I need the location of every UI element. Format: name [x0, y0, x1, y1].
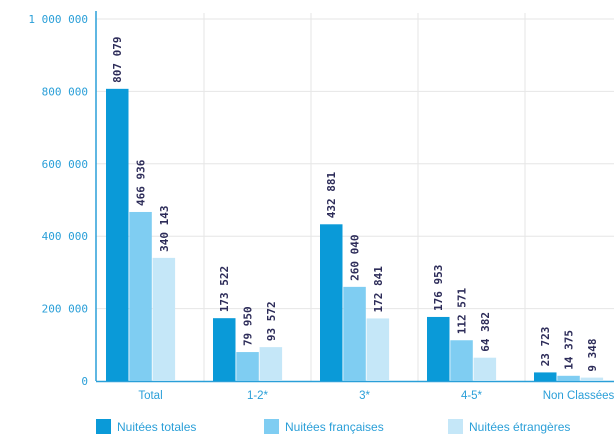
bar [534, 372, 557, 381]
category-labels: Total 1-2* 3* 4-5* Non Classées [138, 390, 614, 402]
y-axis-ticks: 0 200 000 400 000 600 000 800 000 1 000 000 [28, 13, 88, 388]
value-label: 432 881 [325, 172, 338, 219]
value-label: 112 571 [456, 288, 469, 335]
bar [427, 316, 450, 381]
y-tick-label: 1 000 000 [28, 13, 88, 26]
bar [473, 357, 497, 381]
value-label: 79 950 [242, 306, 255, 346]
value-label: 9 348 [586, 338, 599, 371]
value-label: 93 572 [265, 301, 278, 341]
legend-label: Nuitées étrangères [469, 420, 570, 434]
bar [450, 340, 473, 381]
legend-label: Nuitées totales [117, 420, 196, 434]
value-label: 173 522 [218, 266, 231, 312]
bar [320, 224, 343, 381]
value-label: 172 841 [372, 266, 385, 313]
value-label: 340 143 [158, 206, 171, 252]
bar [343, 286, 366, 381]
bar [213, 318, 236, 381]
y-tick-label: 800 000 [42, 85, 88, 98]
grid-lines [96, 13, 614, 381]
value-label: 466 936 [135, 159, 148, 206]
bar [259, 347, 283, 381]
x-tick-label: 3* [359, 390, 370, 402]
legend-label: Nuitées françaises [285, 420, 384, 434]
value-label: 14 375 [563, 330, 576, 370]
bar [557, 375, 580, 381]
value-labels: 807 079 466 936 340 143 173 522 79 950 93 572… [111, 36, 599, 371]
x-tick-label: 4-5* [461, 390, 483, 402]
legend-swatch [264, 419, 279, 434]
value-label: 176 953 [432, 265, 445, 311]
legend-swatch [448, 419, 463, 434]
x-tick-label: Total [138, 390, 162, 402]
x-tick-label: 1-2* [247, 390, 269, 402]
y-tick-label: 600 000 [42, 158, 88, 171]
bar [152, 257, 176, 381]
bar [580, 377, 604, 381]
bar [366, 318, 390, 381]
bar [236, 352, 259, 381]
bar [106, 88, 129, 381]
legend-swatch [96, 419, 111, 434]
value-label: 23 723 [539, 327, 552, 367]
legend: Nuitées totales Nuitées françaises Nuitées… [96, 419, 570, 434]
y-tick-label: 200 000 [42, 303, 88, 316]
value-label: 64 382 [479, 312, 492, 352]
y-tick-label: 0 [81, 375, 88, 388]
bars [106, 88, 604, 381]
bar [129, 211, 152, 381]
x-tick-label: Non Classées [543, 390, 614, 402]
y-tick-label: 400 000 [42, 230, 88, 243]
value-label: 260 040 [349, 235, 362, 281]
value-label: 807 079 [111, 36, 124, 82]
